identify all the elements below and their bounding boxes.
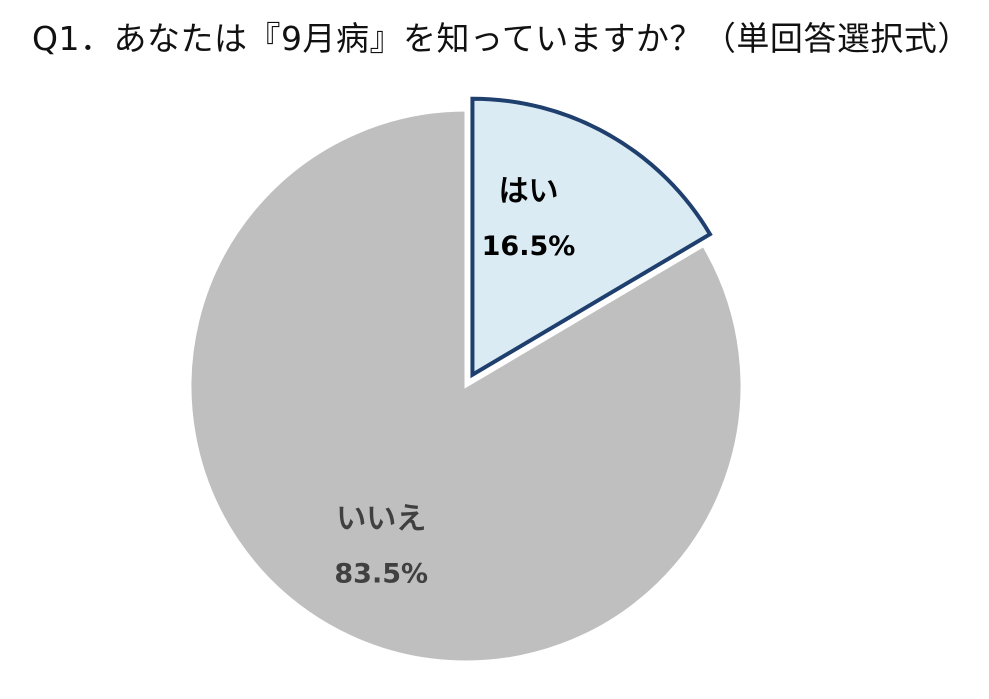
slice-label-no: いいえ — [336, 502, 426, 537]
slice-label-yes: はい — [498, 174, 558, 209]
slice-percent-no: 83.5% — [334, 559, 428, 590]
pie-slices — [190, 99, 742, 662]
slice-percent-yes: 16.5% — [482, 231, 576, 262]
